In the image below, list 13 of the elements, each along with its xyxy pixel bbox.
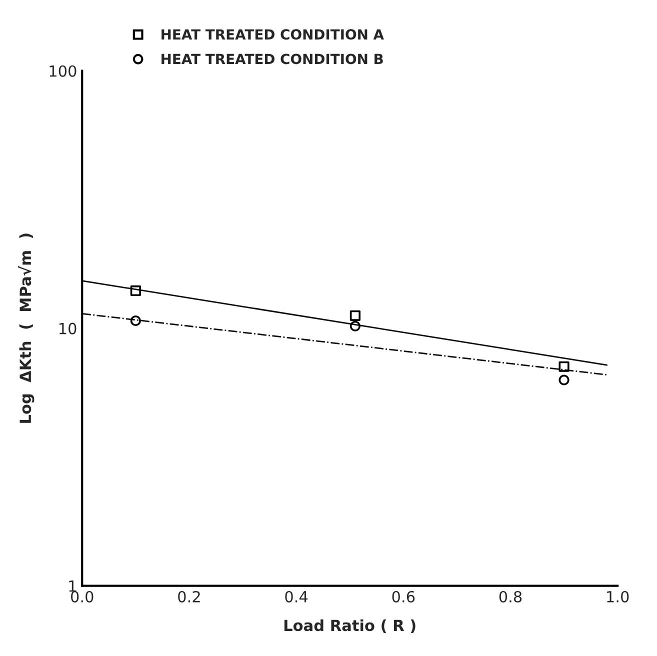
x-tick-label: 0.0 (70, 590, 94, 602)
y-tick-label: 10 (60, 322, 76, 334)
y-tick-label: 100 (50, 65, 76, 77)
x-tick-label: 0.4 (285, 590, 308, 602)
x-axis-title: Load Ratio ( R ) (284, 619, 416, 633)
y-axis-title: Log ΔKth ( MPa√m ) (18, 234, 34, 423)
x-tick-label: 0.2 (178, 590, 200, 602)
legend-label: HEAT TREATED CONDITION B (162, 54, 383, 64)
legend-label: HEAT TREATED CONDITION A (162, 29, 384, 40)
x-tick-label: 0.8 (499, 590, 522, 602)
y-tick-label: 1 (69, 580, 76, 592)
x-tick-label: 0.6 (392, 590, 415, 602)
x-tick-label: 1.0 (607, 590, 629, 602)
